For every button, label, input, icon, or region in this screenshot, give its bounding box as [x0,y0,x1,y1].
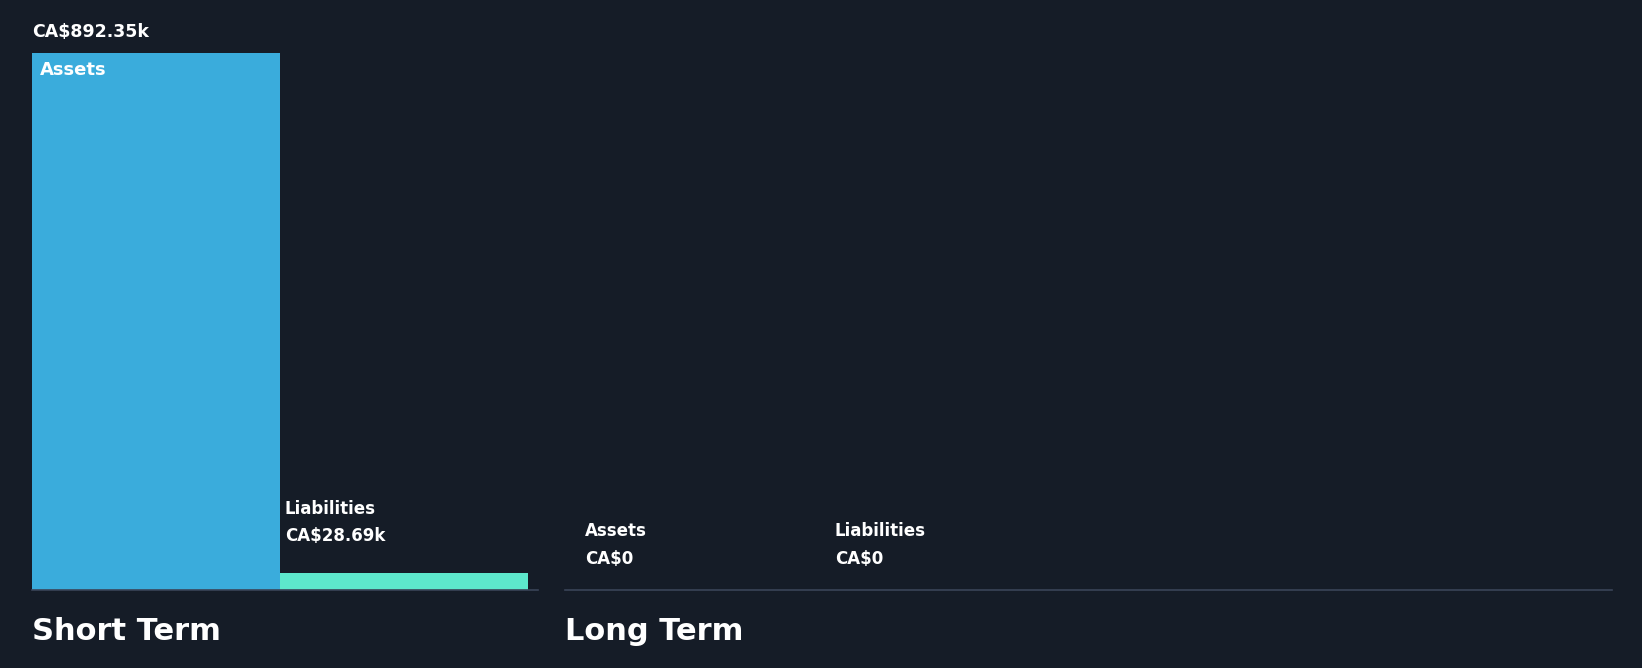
Bar [281,572,529,590]
Text: Short Term: Short Term [31,617,222,646]
Text: Long Term: Long Term [565,617,744,646]
Text: CA$0: CA$0 [585,550,634,568]
Text: Assets: Assets [585,522,647,540]
Text: CA$892.35k: CA$892.35k [31,23,149,41]
Text: Liabilities: Liabilities [286,500,376,518]
Text: Assets: Assets [39,61,107,79]
Text: CA$0: CA$0 [836,550,883,568]
Text: Liabilities: Liabilities [836,522,926,540]
Bar [31,53,281,590]
Text: CA$28.69k: CA$28.69k [286,527,386,544]
